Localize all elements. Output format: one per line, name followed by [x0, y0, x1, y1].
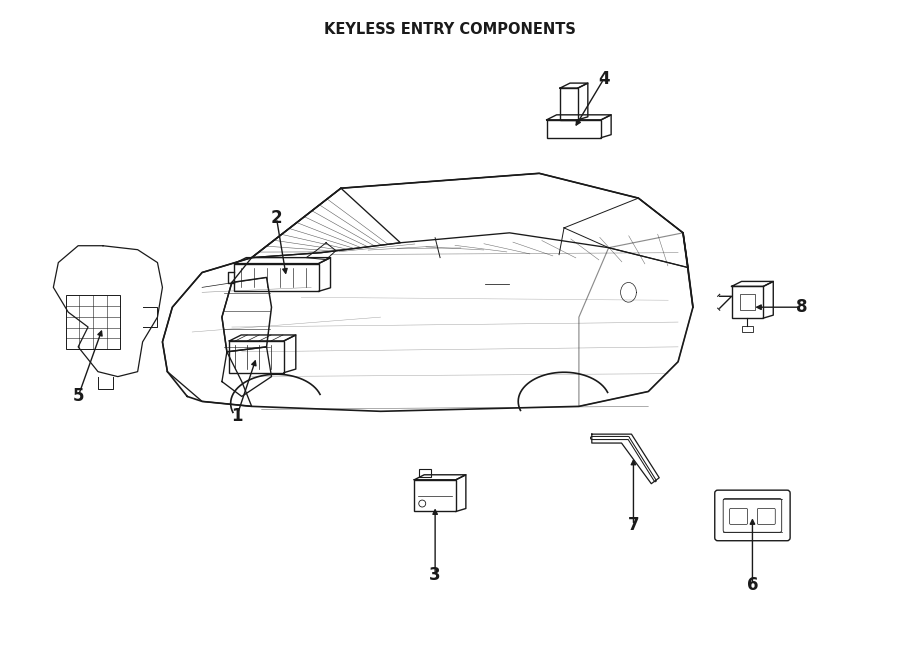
- Bar: [66, 295, 121, 350]
- Bar: [230, 341, 284, 373]
- Text: 5: 5: [72, 387, 84, 405]
- Text: 4: 4: [598, 70, 609, 88]
- Text: KEYLESS ENTRY COMPONENTS: KEYLESS ENTRY COMPONENTS: [324, 22, 576, 37]
- Text: 8: 8: [796, 298, 808, 316]
- Text: 3: 3: [429, 566, 441, 584]
- Bar: [560, 88, 578, 120]
- Bar: [419, 469, 431, 477]
- Text: 1: 1: [231, 407, 243, 425]
- Text: 2: 2: [271, 209, 283, 227]
- Text: 7: 7: [627, 516, 639, 534]
- Bar: [234, 263, 319, 291]
- Bar: [546, 120, 601, 138]
- Bar: [742, 326, 753, 332]
- Text: 6: 6: [747, 576, 758, 594]
- Bar: [414, 480, 456, 512]
- Bar: [740, 295, 755, 310]
- Bar: [732, 287, 763, 318]
